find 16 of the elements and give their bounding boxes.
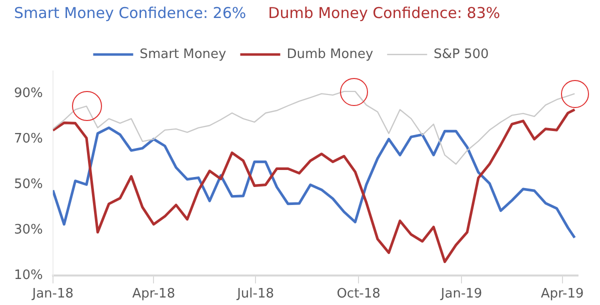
x-tick-label: Jan-19 <box>440 286 482 302</box>
chart-title: Smart Money Confidence: 26% <box>14 4 246 22</box>
y-tick-label: 90% <box>14 86 43 102</box>
legend-label: S&P 500 <box>434 46 489 62</box>
x-tick-label: Apr-19 <box>540 286 584 302</box>
x-tick-label: Jan-18 <box>31 286 74 302</box>
y-tick-label: 10% <box>14 268 43 283</box>
y-tick-label: 70% <box>14 132 43 147</box>
x-tick-label: Oct-18 <box>336 286 380 302</box>
x-tick-label: Apr-18 <box>132 286 176 302</box>
y-tick-label: 30% <box>14 222 43 238</box>
x-tick-label: Jul-18 <box>236 286 274 302</box>
y-tick-label: 50% <box>14 176 43 192</box>
legend-label: Smart Money <box>140 46 227 62</box>
legend-label: Dumb Money <box>286 46 374 62</box>
chart-subtitle: Dumb Money Confidence: 83% <box>268 4 500 22</box>
